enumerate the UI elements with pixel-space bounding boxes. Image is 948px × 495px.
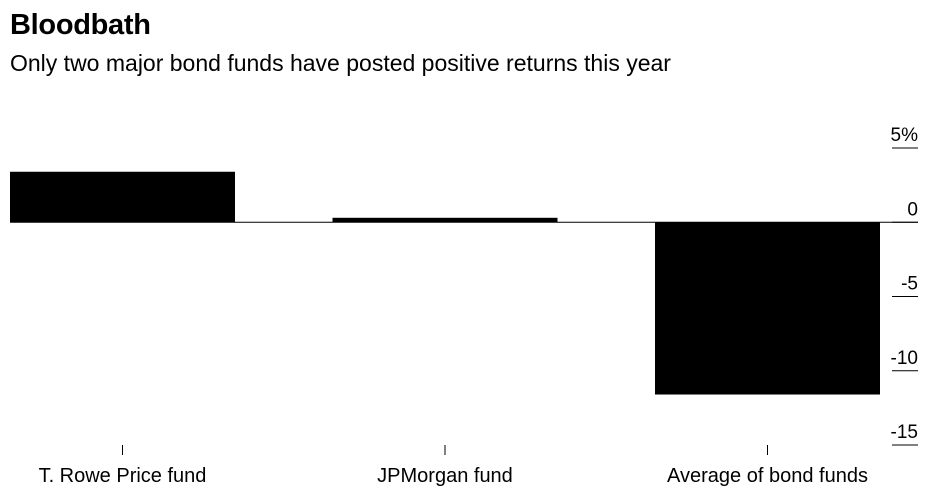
- x-category-label: Average of bond funds: [667, 465, 868, 487]
- y-tick-label: -5: [901, 274, 918, 295]
- y-tick-label: 0: [907, 199, 918, 220]
- x-axis: T. Rowe Price fund JPMorgan fund Average o…: [39, 445, 868, 487]
- y-tick-label: -15: [891, 422, 918, 443]
- bar-average-of-bond-funds: [655, 222, 880, 395]
- bar-jpmorgan-fund: [332, 217, 558, 223]
- chart-subtitle: Only two major bond funds have posted po…: [10, 50, 671, 76]
- bar-t-rowe-price-fund: [10, 171, 235, 223]
- x-category-label: T. Rowe Price fund: [39, 465, 207, 487]
- y-axis: 5% 0 -5 -10 -15: [891, 125, 919, 446]
- chart-title: Bloodbath: [10, 9, 151, 41]
- x-category-label: JPMorgan fund: [377, 465, 513, 487]
- y-tick-label: 5%: [891, 125, 919, 146]
- bars-group: [10, 171, 880, 395]
- y-tick-label: -10: [891, 348, 918, 369]
